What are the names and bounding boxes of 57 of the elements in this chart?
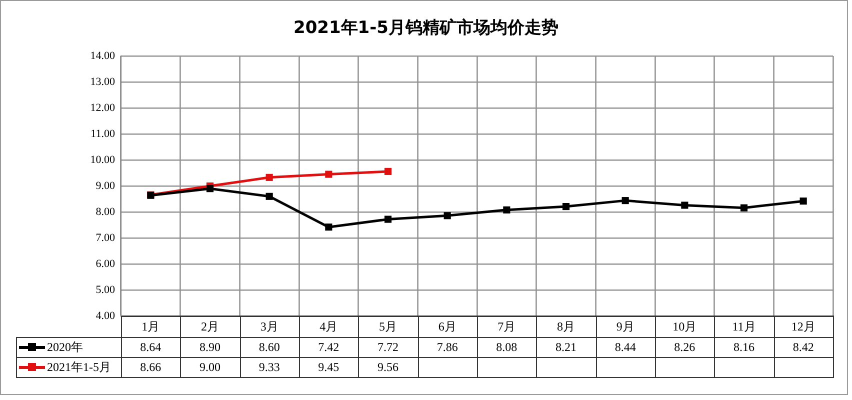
data-label: 8.44 bbox=[614, 340, 636, 354]
x-tick-label: 12月 bbox=[791, 319, 816, 334]
point bbox=[384, 216, 392, 223]
x-tick-label: 7月 bbox=[498, 319, 516, 334]
data-label: 8.21 bbox=[555, 340, 576, 354]
point bbox=[740, 204, 748, 212]
x-tick-label: 10月 bbox=[672, 319, 697, 334]
x-tick-label: 4月 bbox=[320, 319, 338, 334]
point bbox=[325, 224, 332, 231]
point bbox=[562, 203, 570, 210]
x-tick-label: 11月 bbox=[732, 319, 756, 334]
data-label: 8.60 bbox=[258, 340, 280, 354]
x-tick-label: 2月 bbox=[201, 319, 219, 334]
data-label: 7.72 bbox=[377, 340, 398, 354]
y-tick-label: 13.00 bbox=[90, 76, 116, 88]
legend-label: 2020年 bbox=[47, 338, 83, 356]
legend-label: 2021年1-5月 bbox=[47, 358, 111, 376]
point bbox=[444, 212, 451, 220]
x-tick-label: 3月 bbox=[260, 319, 278, 334]
y-tick-label: 5.00 bbox=[96, 284, 116, 296]
point bbox=[266, 174, 273, 181]
x-tick-label: 6月 bbox=[438, 319, 456, 334]
point bbox=[503, 206, 510, 214]
data-label: 7.42 bbox=[318, 340, 340, 354]
y-tick-label: 8.00 bbox=[96, 206, 116, 218]
data-label: 9.33 bbox=[258, 360, 280, 374]
x-tick-label: 1月 bbox=[142, 319, 160, 334]
y-tick-label: 12.00 bbox=[90, 102, 116, 114]
point bbox=[681, 202, 688, 209]
data-label: 8.42 bbox=[792, 340, 814, 354]
y-tick-label: 7.00 bbox=[96, 232, 116, 244]
chart-title: 2021年1-5月钨精矿市场均价走势 bbox=[293, 18, 559, 38]
point bbox=[325, 170, 332, 178]
x-tick-label: 9月 bbox=[616, 319, 634, 334]
y-tick-label: 6.00 bbox=[96, 258, 116, 270]
y-tick-label: 4.00 bbox=[96, 310, 116, 322]
point bbox=[622, 197, 629, 204]
data-label: 9.45 bbox=[318, 360, 340, 374]
y-tick-label: 10.00 bbox=[90, 154, 116, 166]
data-label: 9.00 bbox=[199, 360, 220, 374]
point bbox=[266, 192, 273, 200]
x-tick-label: 5月 bbox=[379, 319, 397, 334]
y-tick-label: 9.00 bbox=[96, 180, 116, 192]
data-label: 8.66 bbox=[140, 360, 162, 374]
y-tick-label: 11.00 bbox=[90, 128, 116, 140]
point bbox=[384, 168, 392, 175]
y-tick-label: 14.00 bbox=[90, 50, 116, 62]
data-label: 8.16 bbox=[733, 340, 754, 354]
data-label: 8.64 bbox=[140, 340, 162, 354]
data-label: 7.86 bbox=[436, 340, 458, 354]
point bbox=[206, 185, 214, 192]
point bbox=[800, 198, 807, 205]
data-label: 8.90 bbox=[199, 340, 220, 354]
data-label: 9.56 bbox=[377, 360, 398, 374]
data-label: 8.08 bbox=[496, 340, 518, 354]
x-tick-label: 8月 bbox=[557, 319, 575, 334]
data-label: 8.26 bbox=[674, 340, 696, 354]
